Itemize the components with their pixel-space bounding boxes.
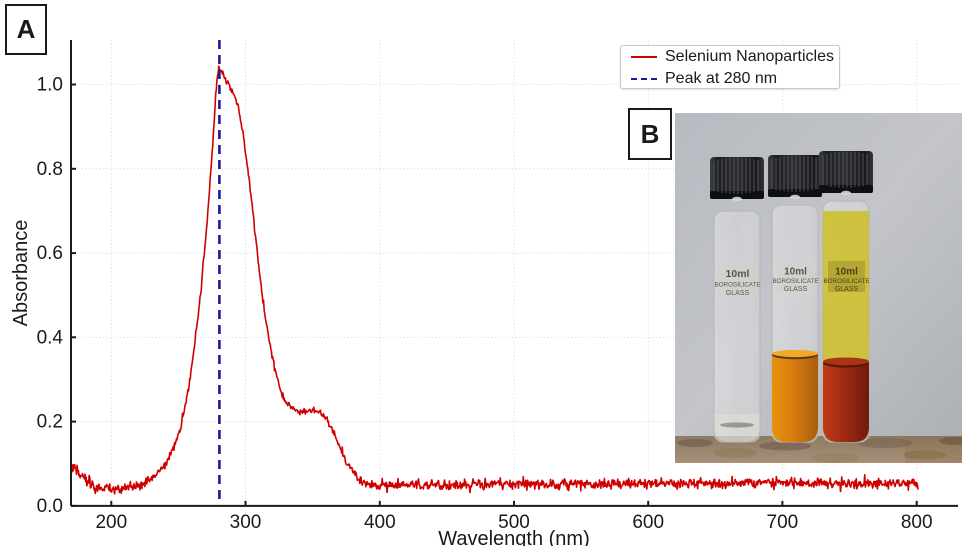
svg-text:BOROSILICATE: BOROSILICATE bbox=[823, 278, 869, 285]
svg-text:Wavelength (nm): Wavelength (nm) bbox=[438, 528, 590, 546]
svg-text:GLASS: GLASS bbox=[784, 286, 808, 293]
svg-text:200: 200 bbox=[95, 512, 127, 533]
svg-text:800: 800 bbox=[901, 512, 933, 533]
svg-text:0.4: 0.4 bbox=[37, 327, 64, 348]
svg-text:10ml: 10ml bbox=[835, 267, 858, 278]
svg-text:400: 400 bbox=[364, 512, 396, 533]
svg-text:0.0: 0.0 bbox=[37, 496, 63, 517]
svg-text:BOROSILICATE: BOROSILICATE bbox=[714, 282, 760, 289]
svg-text:Absorbance: Absorbance bbox=[10, 220, 32, 327]
svg-text:600: 600 bbox=[632, 512, 664, 533]
svg-text:700: 700 bbox=[767, 512, 799, 533]
svg-text:10ml: 10ml bbox=[726, 268, 750, 280]
svg-text:BOROSILICATE: BOROSILICATE bbox=[772, 278, 818, 285]
svg-text:0.2: 0.2 bbox=[37, 412, 63, 433]
svg-text:0.8: 0.8 bbox=[37, 159, 63, 180]
svg-text:1.0: 1.0 bbox=[37, 75, 63, 96]
svg-text:GLASS: GLASS bbox=[835, 286, 859, 293]
svg-text:0.6: 0.6 bbox=[37, 243, 63, 264]
svg-text:300: 300 bbox=[230, 512, 262, 533]
svg-text:GLASS: GLASS bbox=[726, 290, 750, 297]
svg-text:10ml: 10ml bbox=[784, 267, 807, 278]
